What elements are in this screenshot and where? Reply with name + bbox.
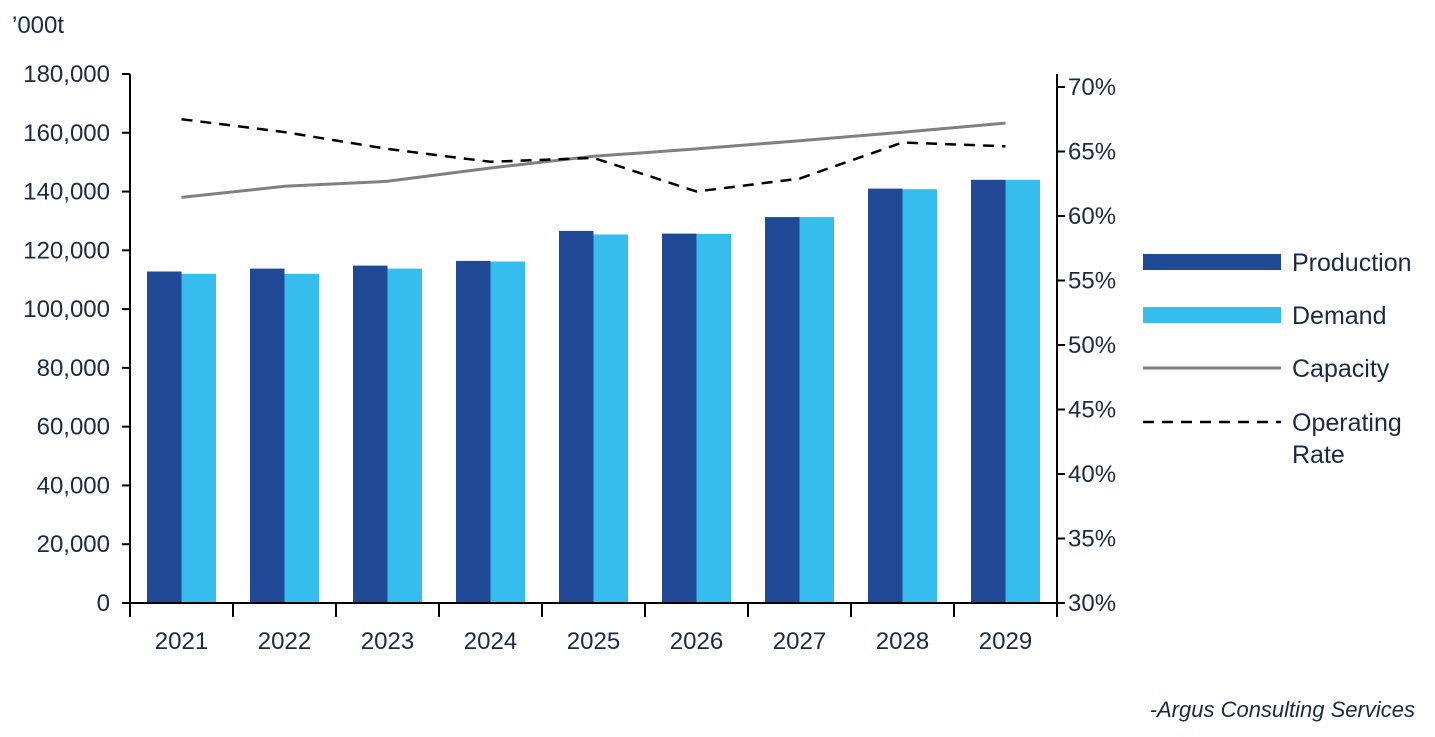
legend-label: Capacity: [1292, 355, 1390, 383]
bar-production-2023: [353, 265, 388, 603]
source-credit: -Argus Consulting Services: [1150, 697, 1415, 722]
bar-demand-2024: [490, 261, 525, 603]
legend-swatch: [1143, 254, 1281, 270]
bar-demand-2026: [696, 233, 731, 603]
x-tick-label: 2028: [876, 628, 929, 655]
bar-demand-2025: [593, 234, 628, 603]
y-right-tick-label: 35%: [1068, 526, 1116, 553]
x-tick-label: 2024: [464, 628, 517, 655]
y-left-tick-label: 120,000: [23, 237, 110, 264]
bar-production-2021: [147, 271, 182, 603]
bar-demand-2028: [902, 189, 937, 603]
legend-label: Rate: [1292, 441, 1345, 469]
y-left-tick-label: 100,000: [23, 296, 110, 323]
bar-production-2027: [765, 217, 800, 603]
bar-demand-2021: [181, 273, 216, 603]
x-tick-label: 2025: [567, 628, 620, 655]
legend-label: Production: [1292, 249, 1412, 277]
x-tick-label: 2022: [258, 628, 311, 655]
bar-demand-2023: [387, 268, 422, 603]
y-right-tick-label: 40%: [1068, 461, 1116, 488]
x-tick-label: 2021: [155, 628, 208, 655]
x-tick-label: 2027: [773, 628, 826, 655]
bar-production-2028: [868, 188, 903, 603]
y-right-tick-label: 55%: [1068, 268, 1116, 295]
bar-production-2022: [250, 268, 285, 603]
y-left-tick-label: 60,000: [37, 414, 110, 441]
y-right-tick-label: 65%: [1068, 139, 1116, 166]
y-right-tick-label: 60%: [1068, 203, 1116, 230]
y-right-tick-label: 30%: [1068, 590, 1116, 617]
legend-label: Operating: [1292, 409, 1402, 437]
y-left-tick-label: 0: [97, 590, 110, 617]
bar-demand-2022: [284, 273, 319, 603]
legend-swatch: [1143, 307, 1281, 323]
x-tick-label: 2026: [670, 628, 723, 655]
bar-production-2029: [971, 179, 1006, 604]
y-left-tick-label: 140,000: [23, 179, 110, 206]
y-right-tick-label: 70%: [1068, 74, 1116, 101]
bar-production-2025: [559, 230, 594, 603]
x-tick-label: 2029: [979, 628, 1032, 655]
axes: 0 20,000 40,000 60,000 80,000 100,000 120,000 1…: [23, 61, 1116, 655]
legend: Production Demand Capacity Operating Rate: [1143, 249, 1412, 469]
line-series: [181, 117, 1006, 199]
bar-demand-2029: [1005, 179, 1040, 604]
bar-series: [147, 179, 1040, 604]
y-left-tick-label: 80,000: [37, 355, 110, 382]
y-left-tick-label: 20,000: [37, 531, 110, 558]
line-operating-rate: [181, 117, 1006, 193]
bar-production-2026: [662, 233, 697, 603]
line-capacity: [181, 121, 1006, 199]
y-left-tick-label: 40,000: [37, 472, 110, 499]
y-left-tick-label: 180,000: [23, 61, 110, 88]
legend-label: Demand: [1292, 302, 1387, 330]
y-left-tick-label: 160,000: [23, 120, 110, 147]
y-axis-unit-label: ’000t: [12, 12, 64, 39]
y-right-tick-label: 45%: [1068, 397, 1116, 424]
y-right-tick-label: 50%: [1068, 332, 1116, 359]
x-tick-label: 2023: [361, 628, 414, 655]
bar-production-2024: [456, 260, 491, 603]
bar-demand-2027: [799, 217, 834, 603]
